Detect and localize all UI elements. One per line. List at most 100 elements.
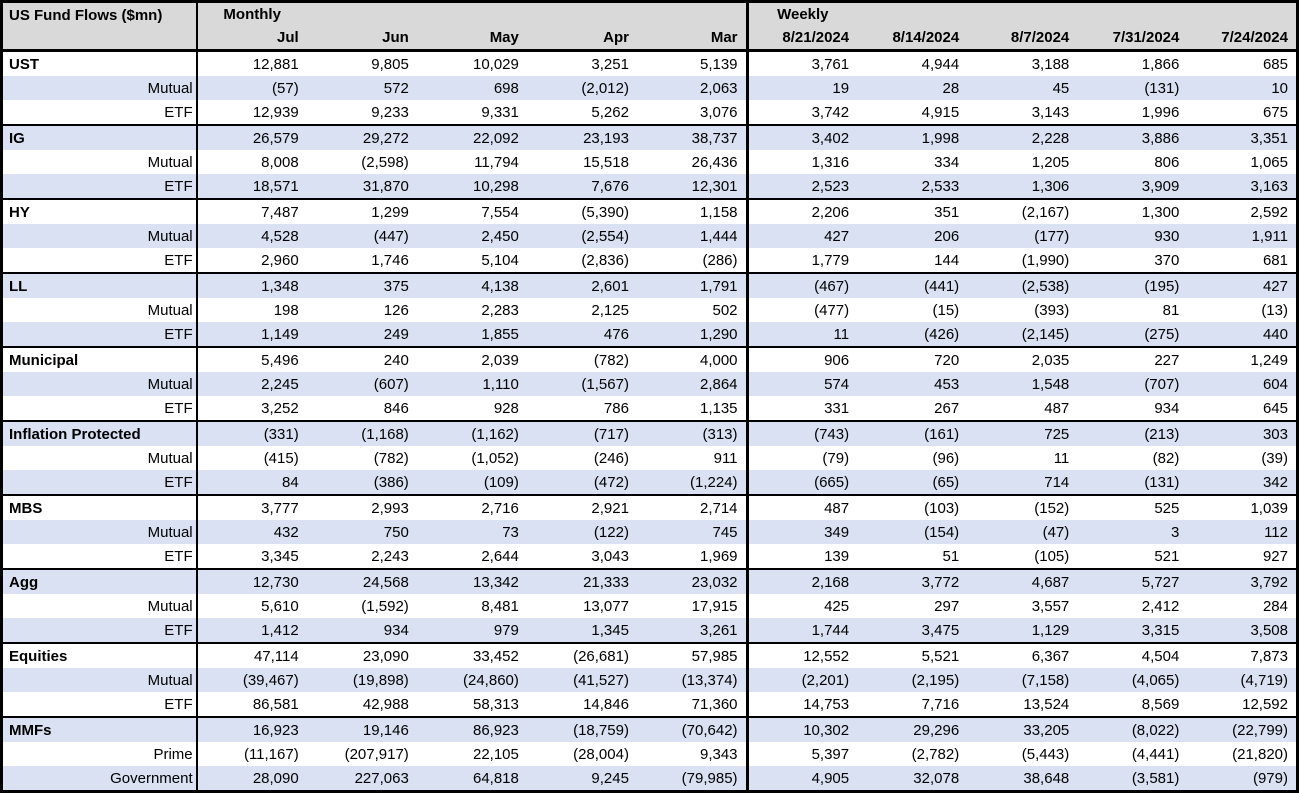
cell: 3,351 xyxy=(1187,124,1298,150)
table-row: ETF 1,412 934 979 1,345 3,261 1,744 3,475 1,129 3… xyxy=(1,618,1298,643)
cell: 198 xyxy=(273,301,299,319)
cell: 1,744 xyxy=(811,621,850,639)
cell: 10,298 xyxy=(472,177,519,195)
cell: (472) xyxy=(593,473,629,491)
row-label-group: Equities xyxy=(1,642,198,668)
cell: (4,441) xyxy=(1131,745,1180,763)
cell: (441) xyxy=(857,272,968,298)
cell: 10 xyxy=(1271,79,1288,97)
cell: 3,402 xyxy=(747,124,858,150)
cell: (2,167) xyxy=(967,198,1078,224)
cell: 934 xyxy=(383,621,409,639)
cell: (707) xyxy=(1144,375,1180,393)
cell: 1,791 xyxy=(636,272,749,298)
cell: 502 xyxy=(636,298,749,322)
cell: (2,836) xyxy=(581,251,629,269)
row-label-sub: ETF xyxy=(1,396,198,421)
cell: 806 xyxy=(1154,153,1180,171)
cell: (2,195) xyxy=(911,671,960,689)
cell: 645 xyxy=(1262,399,1288,417)
cell: (607) xyxy=(373,375,409,393)
cell: 3,777 xyxy=(196,494,307,520)
cell: 126 xyxy=(383,301,409,319)
cell: 3,261 xyxy=(636,618,749,643)
cell: 38,648 xyxy=(1023,769,1070,787)
row-label-sub: ETF xyxy=(1,544,198,569)
table-row: UST 12,881 9,805 10,029 3,251 5,139 3,761 4,944… xyxy=(1,50,1298,76)
cell: 930 xyxy=(1154,227,1180,245)
cell: (286) xyxy=(636,248,749,273)
cell: (65) xyxy=(932,473,960,491)
cell: 5,397 xyxy=(811,745,850,763)
cell: 370 xyxy=(1154,251,1180,269)
cell: 476 xyxy=(603,325,629,343)
cell: 21,333 xyxy=(526,568,637,594)
cell: 1,969 xyxy=(636,544,749,569)
cell: 675 xyxy=(1262,103,1288,121)
cell: 249 xyxy=(383,325,409,343)
cell: 4,504 xyxy=(1077,642,1188,668)
cell: 12,730 xyxy=(196,568,307,594)
cell: 19,146 xyxy=(306,716,417,742)
cell: (70,642) xyxy=(636,716,749,742)
cell: (152) xyxy=(967,494,1078,520)
cell: 5,521 xyxy=(857,642,968,668)
cell: 3,345 xyxy=(261,547,299,565)
table-row: HY 7,487 1,299 7,554 (5,390) 1,158 2,206 351 (2,… xyxy=(1,198,1298,224)
cell: 427 xyxy=(1187,272,1298,298)
cell: 725 xyxy=(967,420,1078,446)
table-row: Mutual 5,610 (1,592) 8,481 13,077 17,915 425 29… xyxy=(1,594,1298,618)
cell: 685 xyxy=(1262,55,1288,73)
cell: 928 xyxy=(493,399,519,417)
cell: 1,855 xyxy=(481,325,519,343)
cell: 31,870 xyxy=(362,177,409,195)
cell: 3,792 xyxy=(1187,568,1298,594)
column-header: 8/14/2024 xyxy=(857,26,968,51)
cell: 4,528 xyxy=(261,227,299,245)
cell: 139 xyxy=(824,547,850,565)
cell: (131) xyxy=(1144,79,1180,97)
cell: 1,290 xyxy=(636,322,749,347)
cell: 112 xyxy=(1264,523,1288,541)
cell: (13,374) xyxy=(636,668,749,692)
row-label-sub: Mutual xyxy=(1,76,198,100)
cell: 22,105 xyxy=(472,745,519,763)
cell: 2,714 xyxy=(636,494,749,520)
cell: 3,252 xyxy=(261,399,299,417)
cell: 1,065 xyxy=(1250,153,1288,171)
column-header: 8/21/2024 xyxy=(747,26,858,51)
cell: (313) xyxy=(636,420,749,446)
cell: 9,233 xyxy=(371,103,409,121)
cell: (447) xyxy=(373,227,409,245)
cell: 4,944 xyxy=(921,55,960,73)
cell: 4,915 xyxy=(921,103,960,121)
row-label-sub: Mutual xyxy=(1,298,198,322)
section-label-monthly: Monthly xyxy=(196,1,307,26)
cell: 1,412 xyxy=(261,621,299,639)
cell: 349 xyxy=(824,523,850,541)
column-header: 7/31/2024 xyxy=(1077,26,1188,51)
column-header: Jul xyxy=(196,26,307,51)
cell: 303 xyxy=(1187,420,1298,446)
column-header: 7/24/2024 xyxy=(1187,26,1298,51)
cell: 58,313 xyxy=(472,695,519,713)
cell: 3,251 xyxy=(591,55,629,73)
cell: 427 xyxy=(824,227,850,245)
row-label-sub: Mutual xyxy=(1,520,198,544)
cell: 1,345 xyxy=(591,621,629,639)
cell: 64,818 xyxy=(472,769,519,787)
cell: (2,145) xyxy=(1021,325,1070,343)
cell: 3,076 xyxy=(636,100,749,125)
cell: (1,168) xyxy=(306,420,417,446)
table-row: MBS 3,777 2,993 2,716 2,921 2,714 487 (103) (152… xyxy=(1,494,1298,520)
cell: 351 xyxy=(857,198,968,224)
cell: 5,496 xyxy=(196,346,307,372)
cell: 12,301 xyxy=(636,174,749,199)
cell: 4,687 xyxy=(967,568,1078,594)
cell: (15) xyxy=(932,301,960,319)
cell: (4,065) xyxy=(1131,671,1180,689)
cell: (4,719) xyxy=(1240,671,1288,689)
cell: 3,315 xyxy=(1141,621,1180,639)
cell: 2,125 xyxy=(591,301,629,319)
cell: 2,063 xyxy=(636,76,749,100)
